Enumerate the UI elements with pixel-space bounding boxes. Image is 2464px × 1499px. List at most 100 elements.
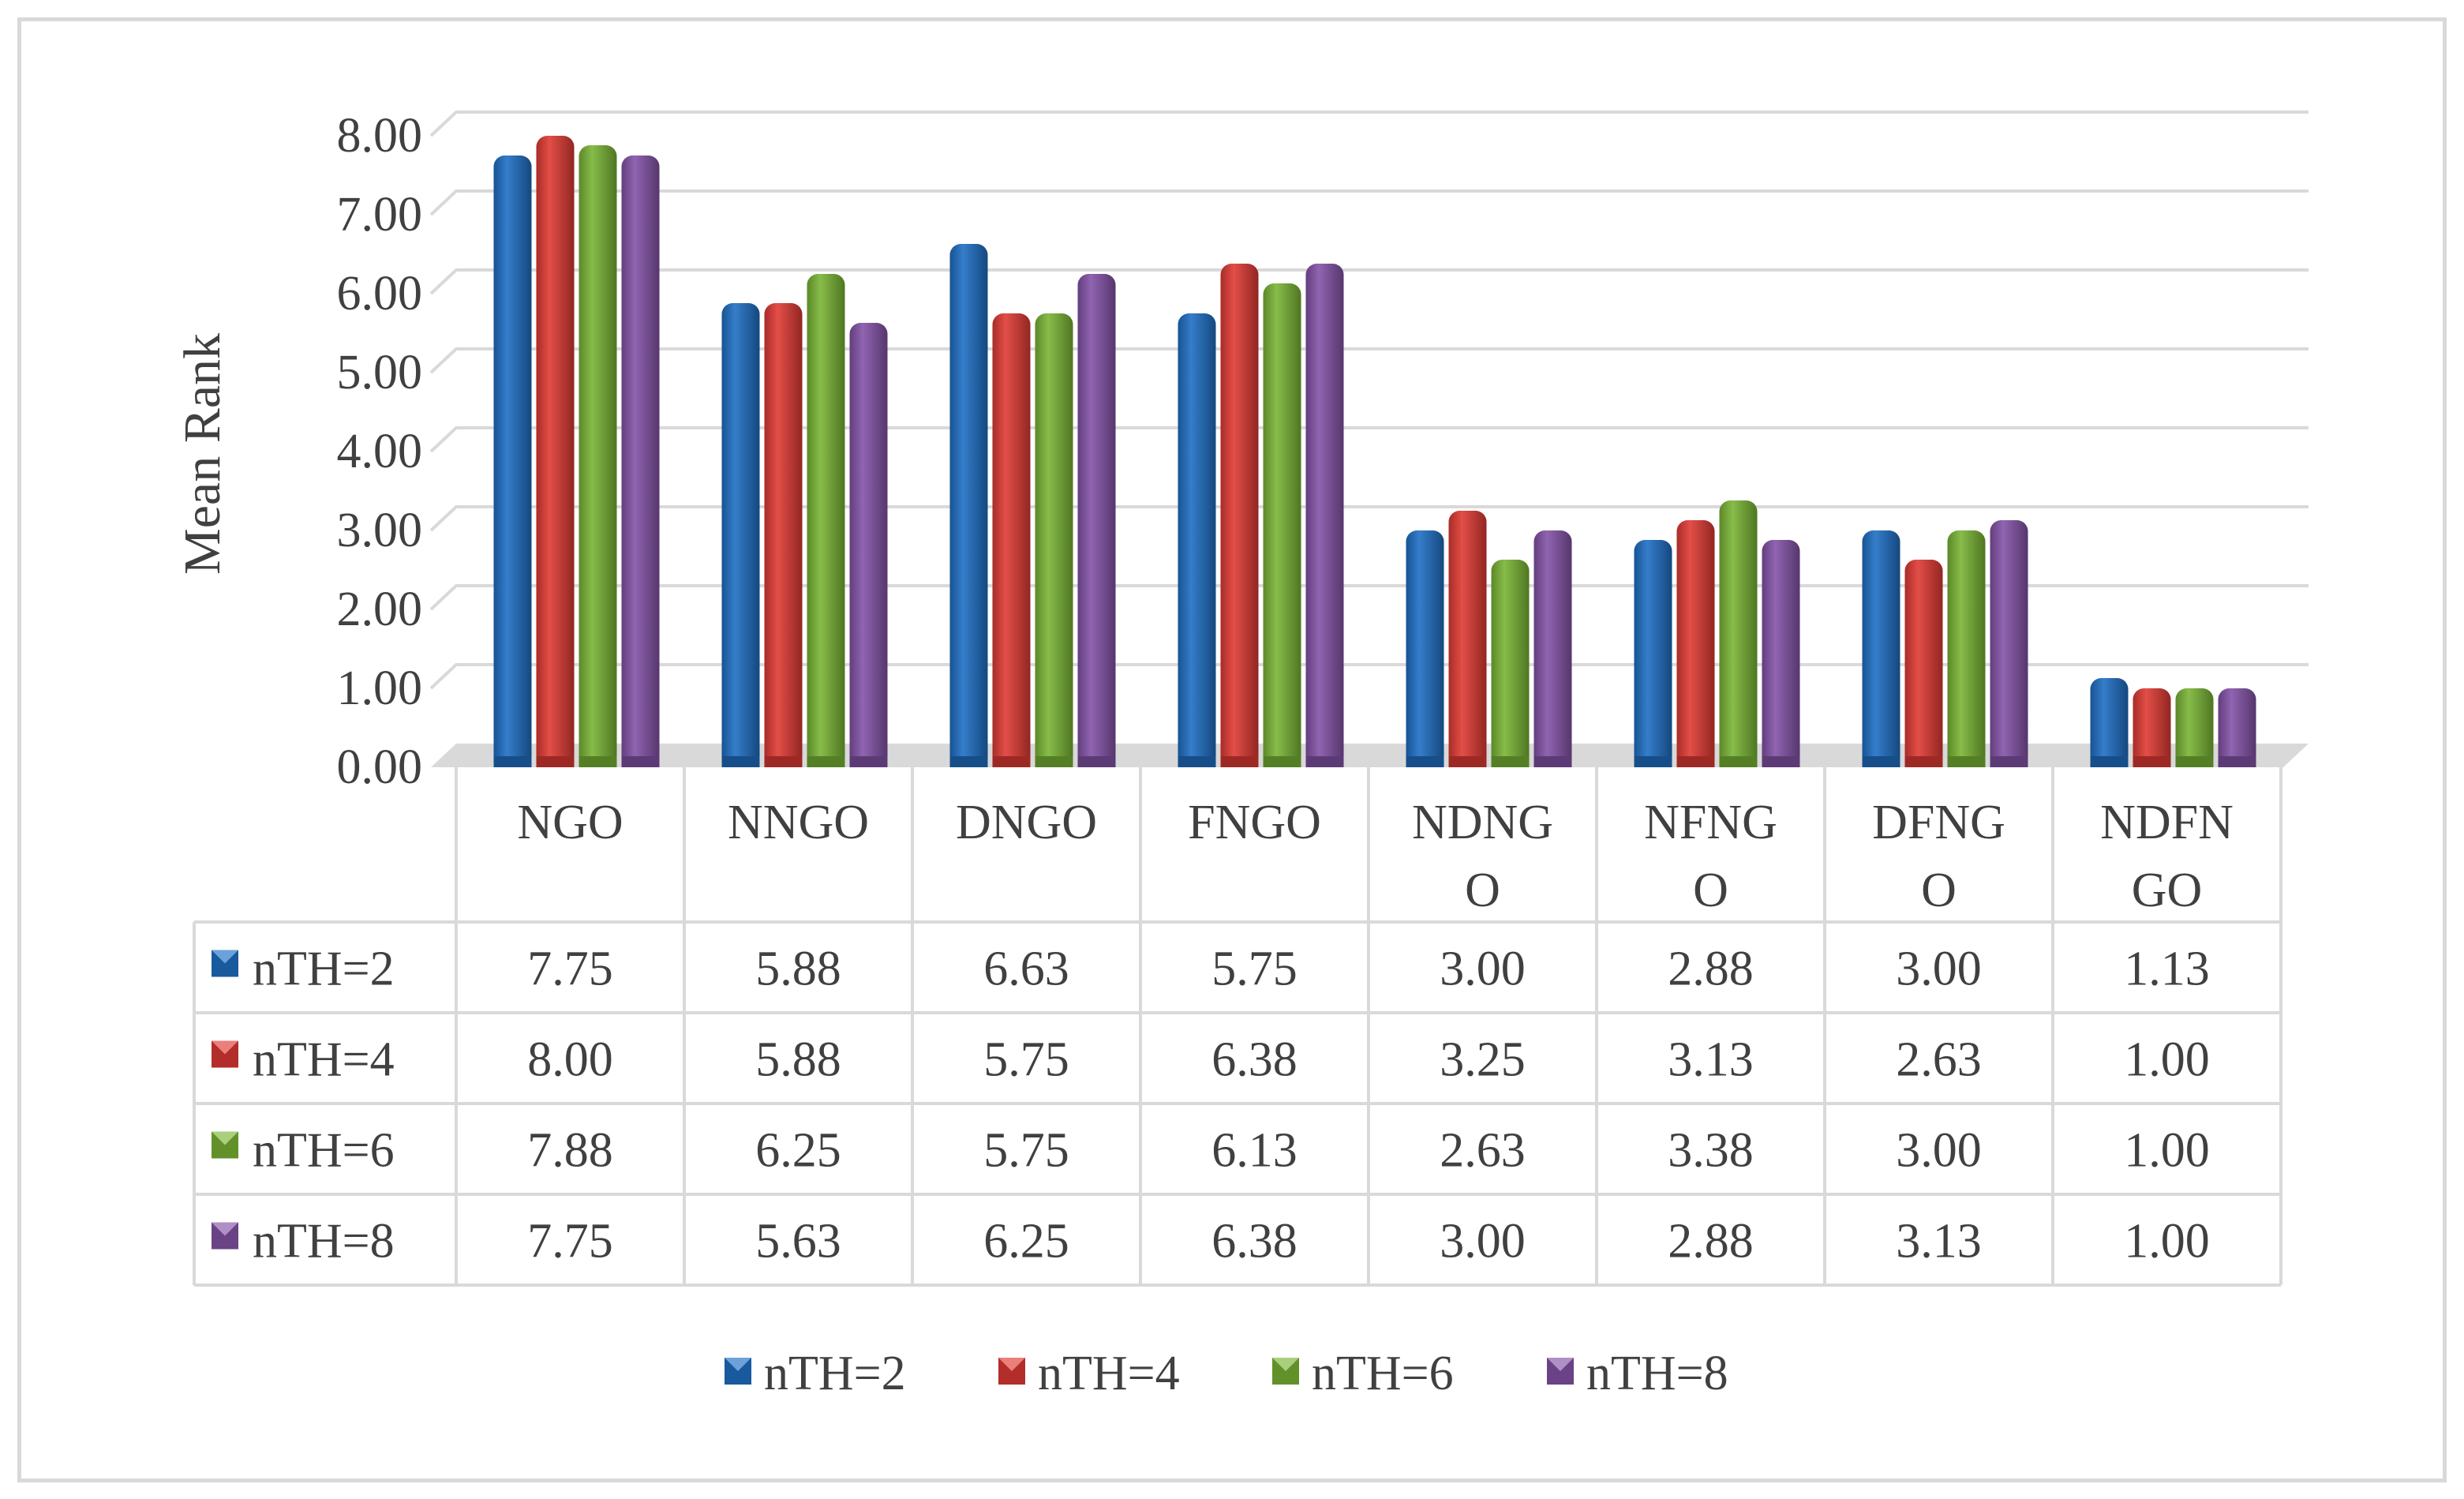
bar-nth8-ndfngo: [2218, 688, 2256, 767]
table-cell: 1.00: [2124, 1033, 2210, 1087]
gridline: [429, 505, 2309, 532]
table-cell: 6.13: [1211, 1124, 1298, 1178]
bar-base: [1491, 756, 1530, 767]
table-cell: 3.00: [1440, 1215, 1526, 1269]
category-label: NNGO: [728, 796, 869, 849]
bar-nth2-ngo: [493, 156, 532, 767]
table-cell: 3.00: [1896, 942, 1982, 996]
category-label: NDNG: [1412, 796, 1553, 849]
table-cell: 5.75: [983, 1124, 1069, 1178]
table-series-label: nTH=8: [253, 1215, 395, 1269]
table-cell: 6.25: [755, 1124, 841, 1178]
gridline: [429, 426, 2309, 453]
bar-base: [1448, 756, 1487, 767]
bar-nth4-dngo: [992, 313, 1031, 767]
y-tick-label: 0.00: [337, 740, 423, 794]
table-cell: 1.00: [2124, 1215, 2210, 1269]
bar-nth6-ndngo: [1491, 560, 1530, 767]
table-cell: 6.63: [983, 942, 1069, 996]
bar-base: [1676, 756, 1715, 767]
legend-label: nTH=2: [764, 1347, 906, 1400]
y-tick-label: 5.00: [337, 346, 423, 399]
legend-key-icon: [725, 1358, 751, 1385]
y-tick-label: 2.00: [337, 583, 423, 636]
table-cell: 3.25: [1440, 1033, 1526, 1087]
y-tick-label: 3.00: [337, 504, 423, 557]
bar-nth6-nfngo: [1719, 500, 1758, 767]
bar-nth6-ngo: [579, 145, 617, 767]
gridline: [429, 111, 2309, 137]
bar-base: [807, 756, 845, 767]
chart-floor: [431, 744, 2309, 767]
bar-base: [1178, 756, 1216, 767]
table-cell: 5.88: [755, 942, 841, 996]
bar-nth6-ndfngo: [2175, 688, 2214, 767]
category-label: FNGO: [1188, 796, 1321, 849]
bar-base: [1263, 756, 1301, 767]
category-label: GO: [2132, 864, 2203, 917]
series-key-icon: [212, 950, 238, 977]
table-cell: 2.88: [1668, 1215, 1754, 1269]
gridline: [429, 268, 2309, 295]
bar-base: [2175, 756, 2214, 767]
bar-base: [621, 756, 660, 767]
bar-base: [1305, 756, 1344, 767]
bar-nth8-dngo: [1077, 274, 1116, 767]
bar-nth2-nngo: [721, 303, 760, 767]
bar-base: [2218, 756, 2256, 767]
table-series-label: nTH=4: [253, 1033, 395, 1087]
bar-nth4-ndngo: [1448, 511, 1487, 767]
bar-base: [1220, 756, 1259, 767]
bar-nth2-dfngo: [1862, 530, 1900, 767]
series-key-icon: [212, 1040, 238, 1068]
table-cell: 3.13: [1896, 1215, 1982, 1269]
series-key-icon: [212, 1222, 238, 1250]
bar-base: [1862, 756, 1900, 767]
y-tick-label: 6.00: [337, 267, 423, 320]
table-cell: 1.13: [2124, 942, 2210, 996]
bar-base: [579, 756, 617, 767]
table-cell: 6.25: [983, 1215, 1069, 1269]
bar-nth6-dfngo: [1947, 530, 1986, 767]
table-cell: 5.88: [755, 1033, 841, 1087]
bar-base: [721, 756, 760, 767]
bar-nth6-dngo: [1035, 313, 1073, 767]
bar-nth2-ndngo: [1406, 530, 1444, 767]
bar-base: [1762, 756, 1800, 767]
bar-base: [2090, 756, 2129, 767]
gridline: [429, 189, 2309, 216]
bar-nth8-nngo: [849, 323, 888, 767]
bar-nth4-dfngo: [1904, 560, 1943, 767]
bar-nth4-fngo: [1220, 264, 1259, 767]
table-cell: 2.63: [1896, 1033, 1982, 1087]
bar-base: [2133, 756, 2171, 767]
category-label: NFNG: [1644, 796, 1777, 849]
bar-base: [1947, 756, 1986, 767]
y-tick-label: 4.00: [337, 425, 423, 478]
bar-nth8-fngo: [1305, 264, 1344, 767]
category-label: NDFN: [2100, 796, 2234, 849]
legend-label: nTH=6: [1312, 1347, 1454, 1400]
category-label: DFNG: [1872, 796, 2005, 849]
series-key-icon: [212, 1131, 238, 1159]
table-cell: 7.75: [527, 1215, 613, 1269]
bar-base: [1904, 756, 1943, 767]
bar-nth8-nfngo: [1762, 540, 1800, 767]
bar-base: [1990, 756, 2028, 767]
table-series-label: nTH=6: [253, 1124, 395, 1178]
bar-base: [1634, 756, 1672, 767]
table-cell: 3.38: [1668, 1124, 1754, 1178]
table-cell: 6.38: [1211, 1033, 1298, 1087]
bar-base: [992, 756, 1031, 767]
bar-nth6-nngo: [807, 274, 845, 767]
bar-nth2-dngo: [949, 244, 988, 767]
bar-nth2-nfngo: [1634, 540, 1672, 767]
legend-key-icon: [1272, 1358, 1299, 1385]
category-label: O: [1693, 864, 1728, 917]
bar-base: [764, 756, 803, 767]
bar-base: [849, 756, 888, 767]
bar-nth4-ngo: [536, 136, 575, 767]
bar-nth8-ndngo: [1533, 530, 1572, 767]
table-cell: 2.63: [1440, 1124, 1526, 1178]
bar-base: [1035, 756, 1073, 767]
